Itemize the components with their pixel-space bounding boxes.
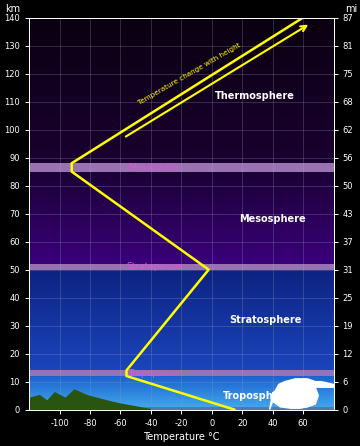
Text: Mesopause: Mesopause [129, 163, 179, 172]
Text: Troposphere: Troposphere [223, 391, 292, 401]
Polygon shape [276, 379, 333, 390]
X-axis label: Temperature °C: Temperature °C [143, 432, 220, 442]
Text: km: km [5, 4, 20, 14]
Text: Temperature change with height: Temperature change with height [136, 41, 241, 106]
Text: Stratosphere: Stratosphere [229, 315, 301, 325]
Text: Thermosphere: Thermosphere [215, 91, 294, 101]
Text: Stratopause: Stratopause [126, 262, 181, 271]
Text: Mesosphere: Mesosphere [239, 214, 306, 224]
Text: mi: mi [346, 4, 358, 14]
Polygon shape [29, 390, 151, 409]
Text: Tropopause: Tropopause [128, 369, 180, 378]
Polygon shape [270, 382, 318, 409]
